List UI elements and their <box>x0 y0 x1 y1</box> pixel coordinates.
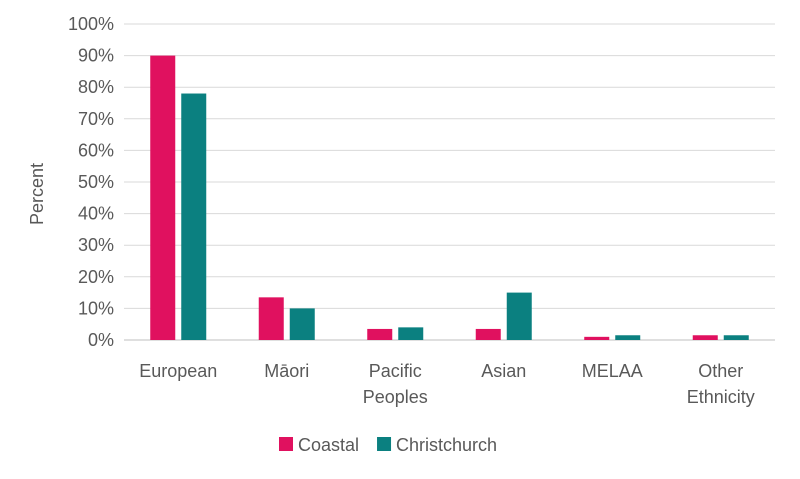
bar-coastal <box>692 335 718 340</box>
y-axis-title: Percent <box>27 163 47 225</box>
bar-christchurch <box>506 292 532 340</box>
bar-christchurch <box>615 335 641 340</box>
x-axis-ticks: European Māori Pacific Peoples Asian MELAA Oth… <box>139 361 755 407</box>
bar-christchurch <box>723 335 749 340</box>
y-tick-label: 0% <box>88 330 114 350</box>
x-tick-label: Ethnicity <box>687 387 755 407</box>
y-tick-label: 50% <box>78 172 114 192</box>
y-tick-label: 90% <box>78 46 114 66</box>
x-tick-label: European <box>139 361 217 381</box>
y-axis-ticks: 0% 10% 20% 30% 40% 50% 60% 70% 80% 90% 100% <box>68 14 114 350</box>
bar-coastal <box>367 328 393 340</box>
bar-coastal <box>584 336 610 340</box>
bar-christchurch <box>181 93 207 341</box>
bar-christchurch <box>398 327 424 340</box>
legend-swatch-coastal <box>279 437 293 451</box>
legend: Coastal Christchurch <box>279 435 497 455</box>
y-tick-label: 100% <box>68 14 114 34</box>
y-tick-label: 70% <box>78 109 114 129</box>
legend-label-coastal: Coastal <box>298 435 359 455</box>
x-tick-label: MELAA <box>582 361 643 381</box>
x-tick-label: Peoples <box>363 387 428 407</box>
y-tick-label: 30% <box>78 235 114 255</box>
x-tick-label: Asian <box>481 361 526 381</box>
x-tick-label: Pacific <box>369 361 422 381</box>
bars <box>150 55 749 341</box>
gridlines <box>124 23 775 341</box>
bar-coastal <box>475 328 501 340</box>
bar-coastal <box>258 297 284 340</box>
x-tick-label: Other <box>698 361 743 381</box>
y-tick-label: 40% <box>78 204 114 224</box>
bar-christchurch <box>289 308 315 340</box>
y-tick-label: 80% <box>78 77 114 97</box>
y-tick-label: 10% <box>78 298 114 318</box>
legend-swatch-christchurch <box>377 437 392 451</box>
x-tick-label: Māori <box>264 361 309 381</box>
bar-coastal <box>150 55 176 340</box>
y-tick-label: 60% <box>78 140 114 160</box>
y-tick-label: 20% <box>78 267 114 287</box>
legend-label-christchurch: Christchurch <box>396 435 497 455</box>
